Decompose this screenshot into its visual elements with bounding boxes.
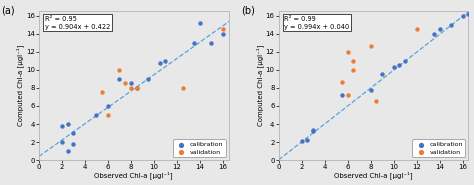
validation bbox=[219, 28, 227, 31]
calibration bbox=[92, 114, 100, 117]
validation bbox=[373, 100, 380, 103]
calibration bbox=[58, 141, 66, 144]
Legend: calibration, validation: calibration, validation bbox=[173, 139, 226, 157]
validation bbox=[350, 59, 357, 62]
validation bbox=[350, 68, 357, 71]
calibration bbox=[133, 86, 140, 89]
validation bbox=[116, 68, 123, 71]
calibration bbox=[378, 73, 386, 76]
calibration bbox=[430, 32, 438, 35]
Text: R² = 0.99
y = 0.994x + 0.040: R² = 0.99 y = 0.994x + 0.040 bbox=[284, 16, 350, 30]
calibration bbox=[459, 14, 466, 17]
calibration bbox=[310, 129, 317, 132]
calibration bbox=[310, 130, 317, 133]
calibration bbox=[208, 41, 215, 44]
validation bbox=[104, 114, 112, 117]
validation bbox=[99, 91, 106, 94]
validation bbox=[127, 86, 135, 89]
calibration bbox=[390, 66, 398, 69]
calibration bbox=[145, 78, 152, 80]
calibration bbox=[338, 94, 346, 97]
calibration bbox=[367, 88, 374, 91]
validation bbox=[413, 28, 420, 31]
calibration bbox=[191, 41, 198, 44]
calibration bbox=[401, 59, 409, 62]
Text: (b): (b) bbox=[241, 5, 255, 15]
calibration bbox=[58, 124, 66, 127]
calibration bbox=[127, 82, 135, 85]
calibration bbox=[436, 28, 444, 31]
validation bbox=[344, 50, 352, 53]
calibration bbox=[219, 32, 227, 35]
calibration bbox=[396, 64, 403, 67]
calibration bbox=[465, 12, 472, 15]
validation bbox=[344, 94, 352, 97]
Text: (a): (a) bbox=[1, 5, 15, 15]
validation bbox=[367, 45, 374, 48]
calibration bbox=[64, 123, 72, 126]
calibration bbox=[447, 23, 455, 26]
X-axis label: Observed Chl-a [µgl⁻¹]: Observed Chl-a [µgl⁻¹] bbox=[94, 172, 173, 179]
Y-axis label: Computed Chl-a [µgl⁻¹]: Computed Chl-a [µgl⁻¹] bbox=[17, 45, 24, 126]
calibration bbox=[70, 142, 77, 145]
calibration bbox=[298, 140, 306, 143]
calibration bbox=[64, 150, 72, 153]
calibration bbox=[196, 21, 204, 24]
validation bbox=[179, 86, 186, 89]
validation bbox=[338, 80, 346, 83]
calibration bbox=[304, 139, 311, 142]
calibration bbox=[116, 78, 123, 80]
calibration bbox=[162, 59, 169, 62]
Y-axis label: Computed Chl-a [µgl⁻¹]: Computed Chl-a [µgl⁻¹] bbox=[256, 45, 264, 126]
validation bbox=[121, 82, 129, 85]
X-axis label: Observed Chl-a [µgl⁻¹]: Observed Chl-a [µgl⁻¹] bbox=[334, 172, 413, 179]
calibration bbox=[104, 105, 112, 107]
Text: R² = 0.95
y = 0.904x + 0.422: R² = 0.95 y = 0.904x + 0.422 bbox=[45, 16, 110, 30]
Legend: calibration, validation: calibration, validation bbox=[412, 139, 465, 157]
calibration bbox=[156, 61, 164, 64]
calibration bbox=[70, 132, 77, 134]
validation bbox=[133, 86, 140, 89]
